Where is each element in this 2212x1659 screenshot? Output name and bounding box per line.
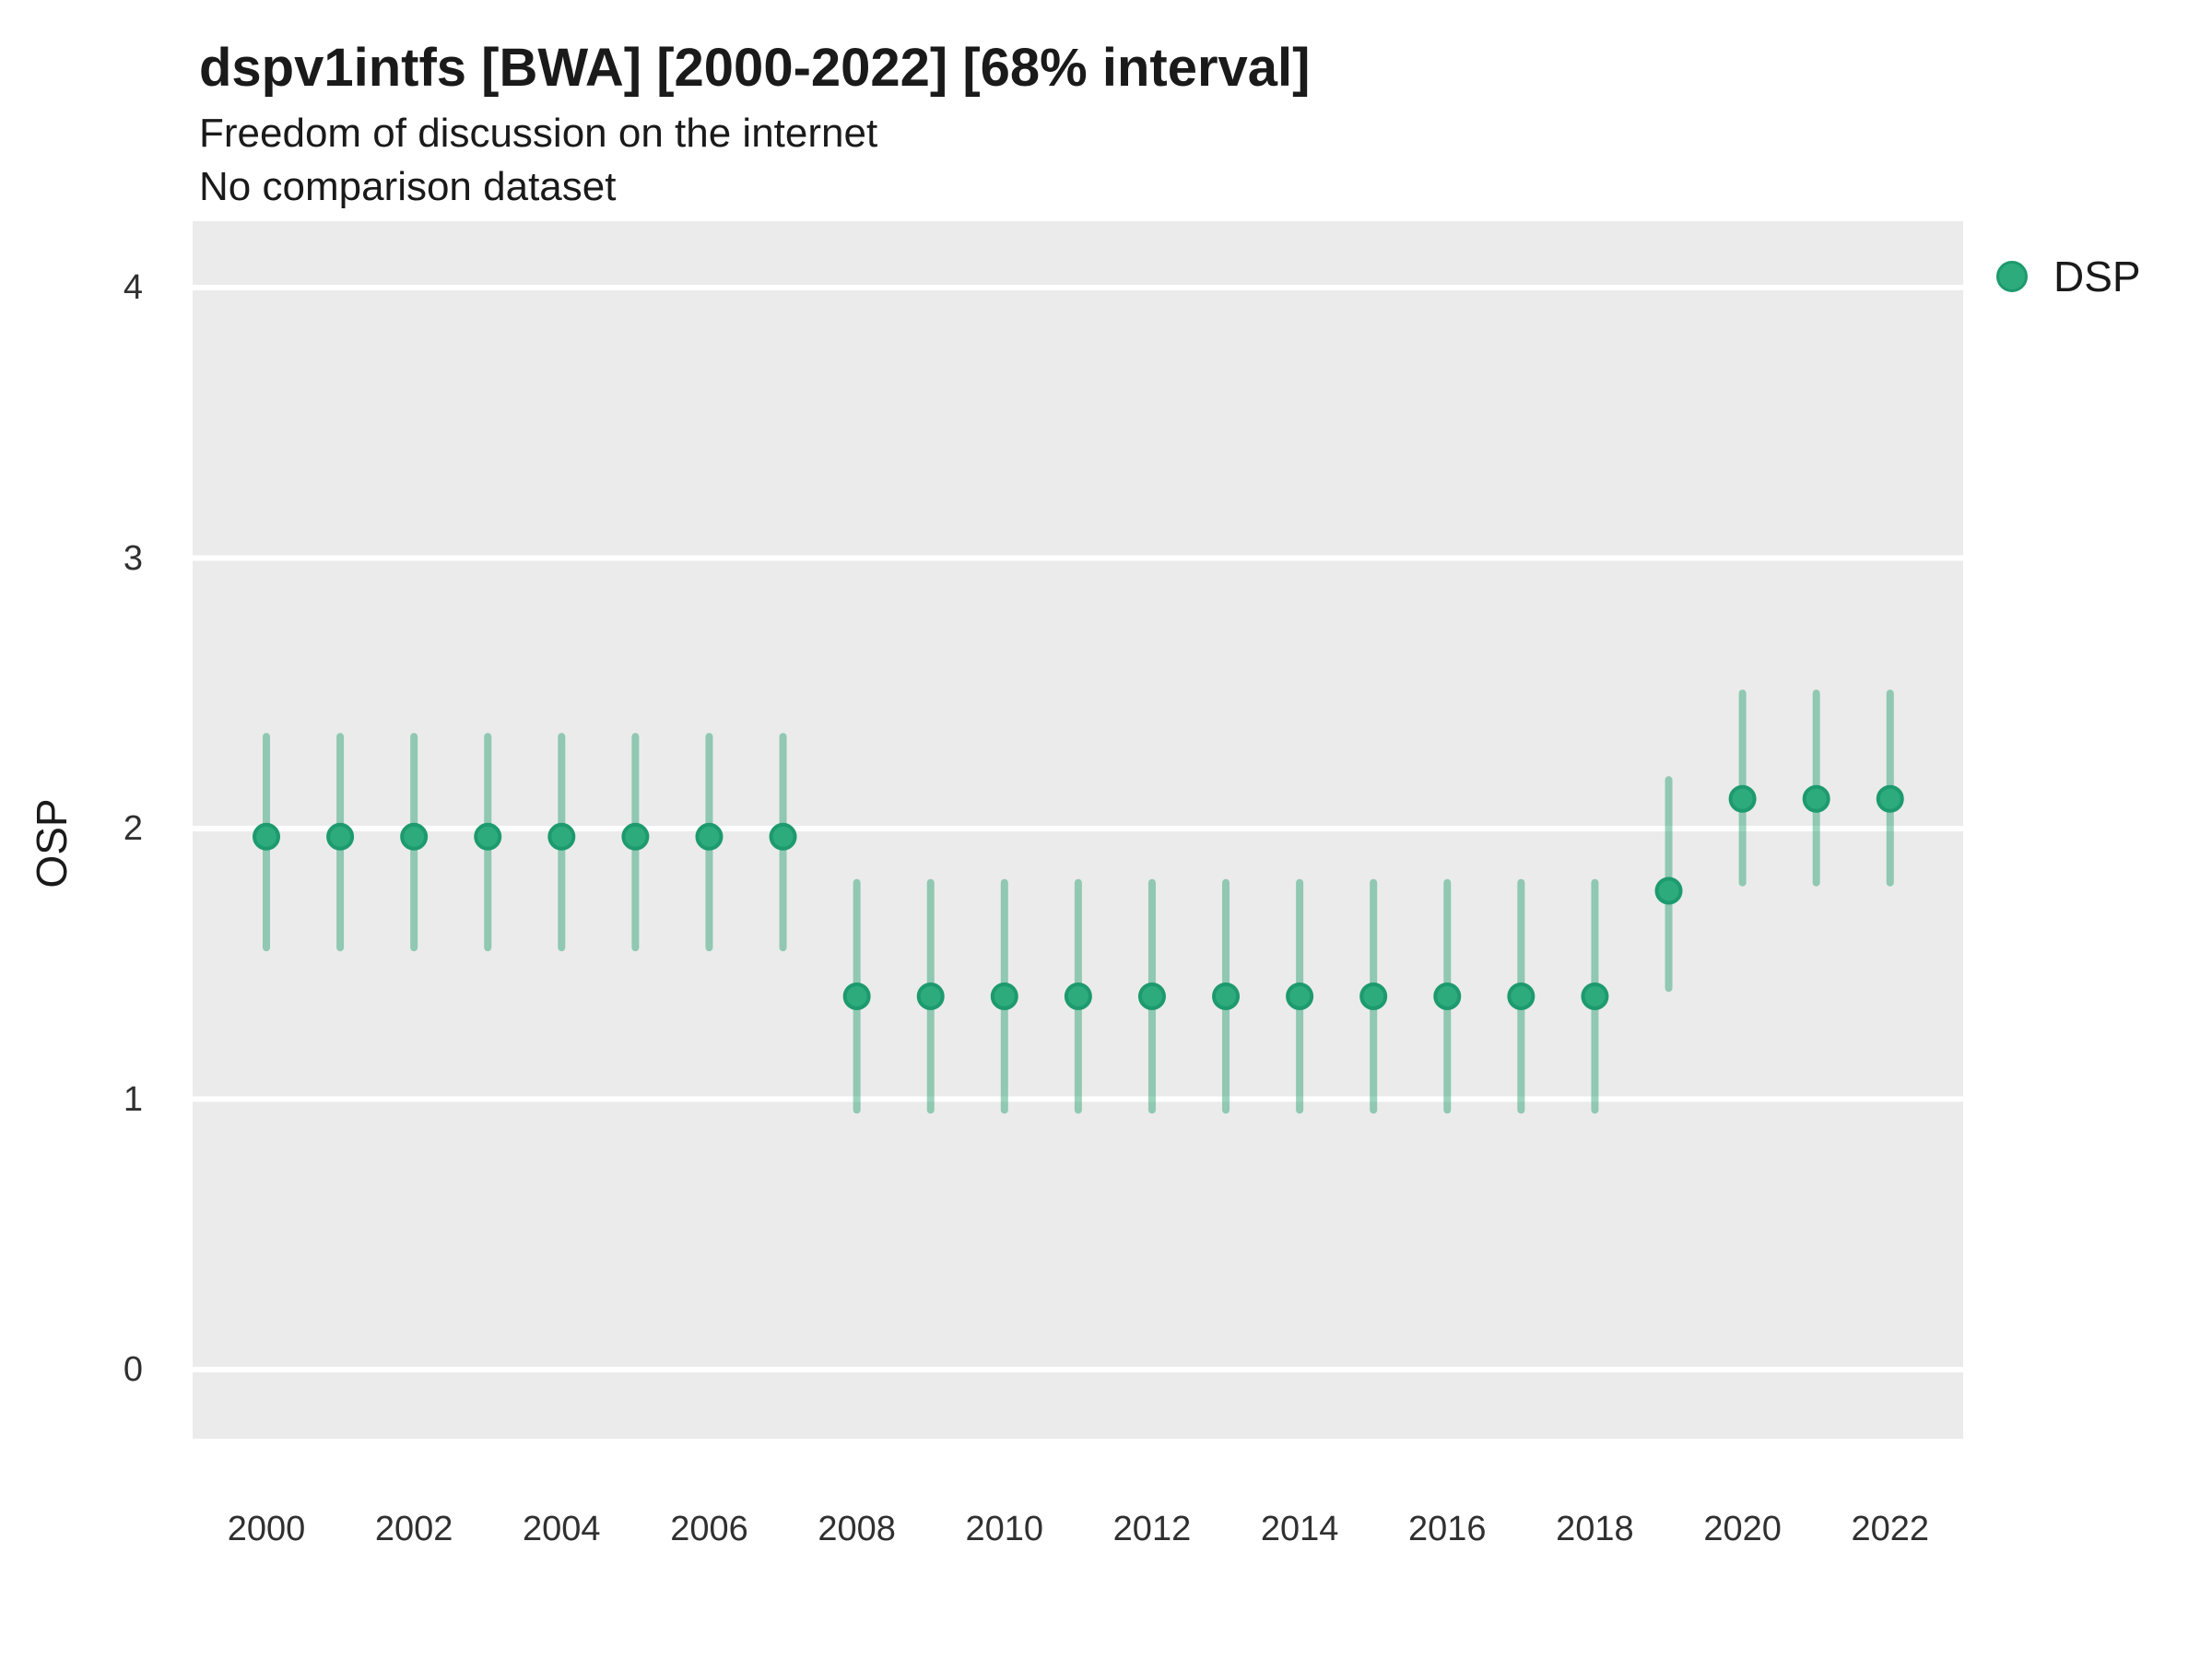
data-point [916,982,945,1010]
chart-subtitle: Freedom of discussion on the internet [199,111,878,156]
data-point [1654,877,1683,905]
data-point [1359,982,1388,1010]
x-tick-label: 2016 [1407,1510,1487,1548]
legend-marker-icon [1996,261,2028,292]
x-tick-label: 2014 [1260,1510,1339,1548]
data-point [547,822,576,851]
data-point [1507,982,1535,1010]
data-point [621,822,650,851]
data-point [1581,982,1609,1010]
data-point [1137,982,1166,1010]
chart-svg [193,285,1963,1372]
data-point [1728,784,1757,813]
data-point [1433,982,1462,1010]
legend: DSP [1996,247,2141,306]
x-tick-label: 2008 [818,1510,896,1548]
x-tick-label: 2010 [965,1510,1044,1548]
data-point [400,822,429,851]
y-tick-label: 2 [123,809,143,848]
x-tick-label: 2020 [1703,1510,1782,1548]
x-tick-label: 2012 [1112,1510,1192,1548]
x-tick-label: 2004 [523,1510,601,1548]
data-point [695,822,724,851]
chart-subtitle-2: No comparison dataset [199,164,617,209]
data-point [1876,784,1904,813]
y-tick-label: 0 [123,1350,143,1389]
data-point [1802,784,1830,813]
data-point [1212,982,1241,1010]
chart-title: dspv1intfs [BWA] [2000-2022] [68% interv… [199,38,1311,98]
data-point [990,982,1018,1010]
plot-panel [193,221,1963,1439]
x-tick-label: 2006 [670,1510,748,1548]
x-tick-label: 2002 [374,1510,453,1548]
data-point [1286,982,1314,1010]
x-tick-label: 2018 [1556,1510,1634,1548]
x-tick-label: 2022 [1851,1510,1930,1548]
data-point [769,822,797,851]
data-point [474,822,502,851]
data-point [842,982,871,1010]
x-tick-label: 2000 [227,1510,306,1548]
y-tick-label: 1 [123,1079,143,1119]
y-tick-label: 3 [123,538,143,578]
y-tick-label: 4 [123,268,143,307]
legend-label: DSP [2053,253,2141,300]
data-point [253,822,280,851]
data-point [326,822,355,851]
data-point [1064,982,1092,1010]
